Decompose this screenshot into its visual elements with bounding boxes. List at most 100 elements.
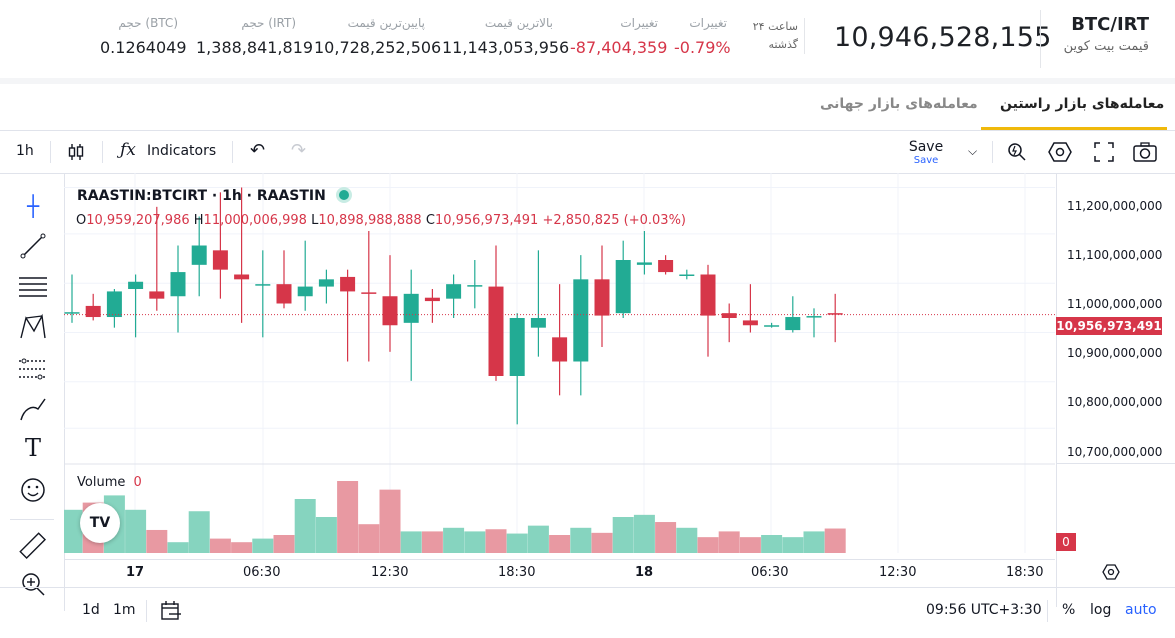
- date-range-icon[interactable]: [160, 600, 182, 622]
- pair-name: قیمت بیت کوین: [1063, 39, 1149, 54]
- brush-icon[interactable]: [18, 395, 48, 423]
- timezone-clock[interactable]: 09:56 UTC+3:30: [926, 602, 1042, 618]
- candle-body: [424, 297, 440, 302]
- volume-bar: [485, 529, 507, 553]
- volume-btc-label: حجم (BTC): [118, 16, 178, 30]
- period-label-line2: گذشته: [768, 38, 798, 51]
- volume-bar: [188, 511, 210, 553]
- volume-bar: [400, 531, 422, 553]
- trend-line-icon[interactable]: [20, 233, 46, 259]
- indicators-button[interactable]: Indicators: [147, 143, 217, 159]
- volume-tag: 0: [1056, 533, 1076, 551]
- volume-value: 0: [133, 475, 142, 490]
- drawing-toolbar: ┼ T: [0, 173, 65, 611]
- volume-bar: [315, 517, 337, 553]
- high-price-label: بالاترین قیمت: [484, 16, 553, 30]
- last-price: 10,946,528,155: [834, 22, 1052, 53]
- camera-icon[interactable]: [1132, 141, 1158, 163]
- log-scale-button[interactable]: log: [1090, 602, 1112, 618]
- settings-icon[interactable]: [1048, 141, 1072, 163]
- time-axis-label: 12:30: [371, 565, 409, 580]
- auto-scale-button[interactable]: auto: [1125, 602, 1157, 618]
- indicators-icon[interactable]: ƒx: [120, 140, 136, 160]
- volume-bar: [718, 531, 740, 553]
- price-axis-label: 11,100,000,000: [1067, 248, 1163, 262]
- quick-search-icon[interactable]: [1006, 141, 1028, 163]
- change-amount-value: -87,404,359: [570, 38, 668, 57]
- volume-bar: [464, 531, 486, 553]
- candle-body: [636, 262, 652, 265]
- volume-irt-label: حجم (IRT): [241, 16, 296, 30]
- fullscreen-icon[interactable]: [1094, 142, 1114, 162]
- volume-label: Volume: [77, 475, 126, 490]
- drawing-toolbar-divider: [10, 519, 54, 520]
- time-axis-label: 17: [126, 565, 145, 580]
- candle-body: [234, 274, 250, 280]
- volume-bar: [570, 527, 592, 553]
- volume-bar: [294, 499, 316, 553]
- candle-body: [721, 313, 737, 318]
- current-price-tag: 10,956,973,491: [1056, 317, 1162, 335]
- prediction-tool-icon[interactable]: [18, 355, 48, 383]
- price-axis-label: 11,200,000,000: [1067, 199, 1163, 213]
- volume-bar: [379, 489, 401, 553]
- low-price-label: پایین‌ترین قیمت: [347, 16, 425, 30]
- tradingview-logo[interactable]: TV: [80, 503, 120, 543]
- interval-button[interactable]: 1h: [16, 143, 34, 159]
- time-axis-label: 18: [635, 565, 654, 580]
- volume-bar: [612, 517, 634, 553]
- candle-body: [785, 317, 801, 331]
- chart-legend-title: RAASTIN:BTCIRT · 1h · RAASTIN: [77, 188, 349, 204]
- price-axis-label: 10,800,000,000: [1067, 395, 1163, 409]
- scale-settings-icon[interactable]: [1102, 563, 1120, 581]
- price-axis[interactable]: 11,200,000,000 11,100,000,000 11,000,000…: [1056, 173, 1175, 607]
- candle-body: [679, 274, 695, 276]
- percent-scale-button[interactable]: %: [1062, 602, 1076, 618]
- time-axis[interactable]: 17 06:30 12:30 18:30 18 06:30 12:30 18:3…: [64, 559, 1055, 584]
- time-axis-label: 18:30: [498, 565, 536, 580]
- candle-body: [212, 250, 228, 270]
- close-value: 10,956,973,491: [434, 213, 539, 228]
- pattern-tool-icon[interactable]: [18, 313, 48, 341]
- candle-body: [530, 318, 546, 328]
- candle-body: [382, 296, 398, 326]
- candlestick-chart[interactable]: [64, 173, 1055, 553]
- text-tool-icon[interactable]: T: [24, 434, 41, 462]
- volume-bar: [697, 537, 719, 553]
- market-tabs: معامله‌های بازار جهانی معامله‌های بازار …: [0, 84, 1175, 130]
- low-label: L: [311, 213, 319, 228]
- fib-retracement-icon[interactable]: [18, 273, 48, 299]
- volume-bar: [527, 525, 549, 553]
- pair-symbol: BTC/IRT: [1071, 14, 1149, 35]
- range-1d-button[interactable]: 1d: [82, 602, 100, 618]
- volume-bar: [421, 531, 443, 553]
- undo-icon[interactable]: ↶: [250, 140, 266, 161]
- redo-icon[interactable]: ↷: [291, 140, 307, 161]
- save-button[interactable]: Save Save: [908, 139, 944, 166]
- symbol-title: RAASTIN:BTCIRT · 1h · RAASTIN: [77, 188, 326, 204]
- candle-body: [615, 260, 631, 314]
- range-1m-button[interactable]: 1m: [113, 602, 136, 618]
- candle-body: [552, 337, 568, 362]
- volume-bar: [358, 524, 380, 553]
- candle-body: [764, 325, 780, 327]
- candle-body: [509, 318, 525, 376]
- zoom-in-icon[interactable]: [20, 571, 46, 597]
- candle-body: [742, 320, 758, 326]
- candle-body: [488, 286, 504, 376]
- crosshair-icon[interactable]: ┼: [26, 194, 40, 218]
- emoji-icon[interactable]: [20, 477, 46, 503]
- candle-body: [446, 284, 462, 299]
- ruler-icon[interactable]: [18, 531, 48, 561]
- candle-type-icon[interactable]: [66, 142, 86, 162]
- tab-global-trades[interactable]: معامله‌های بازار جهانی: [820, 96, 978, 112]
- volume-bar: [252, 538, 274, 553]
- candle-body: [191, 245, 207, 265]
- price-axis-label: 10,700,000,000: [1067, 445, 1163, 459]
- tab-raastin-trades[interactable]: معامله‌های بازار راستین: [1000, 96, 1165, 112]
- toolbar-divider: [1047, 600, 1048, 622]
- candle-body: [467, 285, 483, 287]
- chevron-down-icon[interactable]: ⌵: [968, 144, 978, 158]
- volume-bar: [209, 538, 231, 553]
- candle-body: [170, 272, 186, 297]
